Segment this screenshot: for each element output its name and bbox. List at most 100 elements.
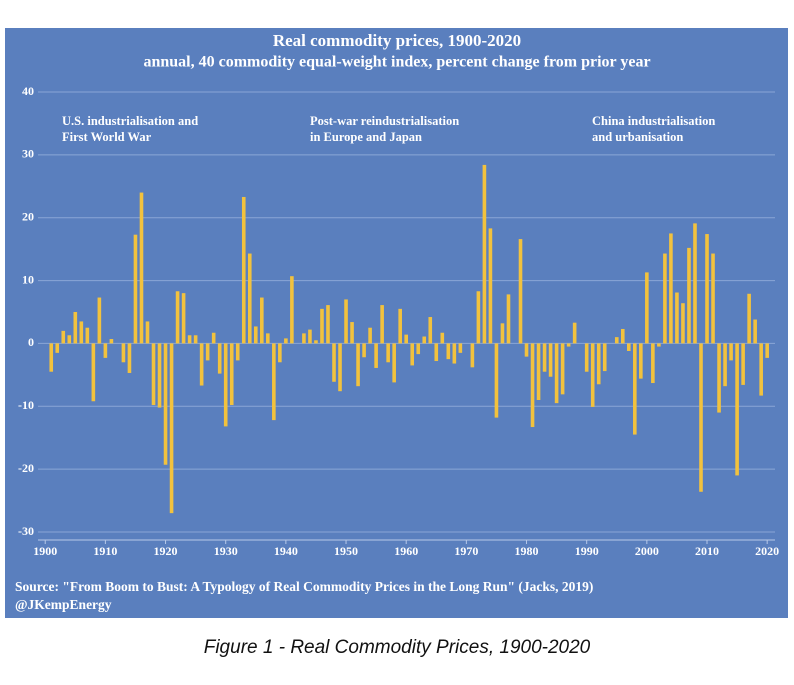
y-tick-label: 30: [22, 147, 34, 161]
y-tick-label: 0: [28, 335, 34, 349]
y-tick-label: 10: [22, 272, 34, 286]
bar: [350, 322, 354, 344]
bar: [302, 333, 306, 344]
bar: [524, 343, 529, 357]
bar: [344, 299, 348, 344]
bar: [735, 343, 739, 476]
bar: [422, 336, 427, 344]
bar: [470, 343, 475, 368]
bar: [308, 329, 312, 344]
bar: [699, 343, 703, 492]
bar: [657, 343, 661, 347]
bar: [536, 343, 541, 400]
bar: [67, 335, 72, 344]
bar: [596, 343, 601, 385]
bar: [55, 343, 60, 353]
annotation: China industrialisation: [592, 114, 715, 128]
bar: [266, 333, 270, 344]
bar: [241, 196, 246, 344]
bar: [356, 343, 360, 387]
bar: [404, 334, 408, 344]
bar: [374, 343, 378, 368]
bar: [548, 343, 553, 377]
bar: [494, 343, 499, 418]
bar: [687, 247, 691, 344]
bar: [338, 343, 342, 392]
bar: [506, 294, 511, 344]
bar: [639, 343, 643, 379]
bar: [61, 330, 66, 344]
bar: [440, 332, 445, 344]
bar: [223, 343, 228, 427]
bar: [362, 343, 366, 358]
x-tick-label: 1960: [394, 544, 418, 558]
bar: [518, 239, 523, 344]
annotation: First World War: [62, 130, 152, 144]
bar: [446, 343, 451, 360]
bar: [163, 343, 168, 465]
annotation: and urbanisation: [592, 130, 683, 144]
bar: [416, 343, 421, 355]
bar: [314, 340, 318, 344]
bar: [614, 337, 619, 344]
bar: [229, 343, 234, 406]
x-tick-label: 1910: [93, 544, 117, 558]
bar: [127, 343, 132, 373]
bar: [79, 321, 84, 344]
bar: [49, 343, 54, 372]
bar: [711, 253, 715, 344]
bar: [392, 343, 396, 383]
bar: [247, 253, 252, 344]
bar: [602, 343, 607, 372]
bar: [157, 343, 162, 408]
bar: [681, 303, 685, 344]
x-tick-label: 2000: [635, 544, 659, 558]
bar: [669, 233, 673, 344]
bar: [368, 327, 372, 344]
bar: [482, 164, 487, 344]
bar: [278, 343, 282, 363]
x-tick-label: 1980: [515, 544, 539, 558]
x-tick-label: 1940: [274, 544, 298, 558]
bar: [765, 343, 769, 358]
bar: [253, 326, 258, 344]
y-tick-label: -20: [18, 461, 34, 475]
bar: [235, 343, 240, 361]
bar: [398, 308, 402, 344]
chart-subtitle: annual, 40 commodity equal-weight index,…: [143, 54, 650, 71]
bar: [290, 276, 294, 344]
x-tick-label: 2020: [755, 544, 779, 558]
bar: [663, 253, 667, 344]
bar: [410, 343, 415, 366]
bar: [729, 343, 733, 361]
bar: [85, 327, 90, 344]
bar: [633, 343, 637, 435]
credit-text: @JKempEnergy: [15, 597, 112, 612]
bar: [434, 343, 439, 362]
bar: [572, 322, 577, 344]
bar: [169, 343, 174, 514]
bar: [181, 293, 186, 344]
x-tick-label: 1900: [33, 544, 57, 558]
annotation: Post-war reindustrialisation: [310, 114, 459, 128]
annotation: U.S. industrialisation and: [62, 114, 198, 128]
bar: [500, 323, 505, 344]
bar: [651, 343, 655, 384]
bar: [193, 335, 198, 344]
bar: [620, 328, 625, 344]
bar: [332, 343, 336, 382]
bar: [187, 335, 192, 344]
x-tick-label: 1920: [154, 544, 178, 558]
bar: [73, 312, 78, 344]
bar: [590, 343, 595, 407]
bar: [488, 228, 493, 344]
y-tick-label: 40: [22, 84, 34, 98]
bar: [284, 338, 288, 344]
bar: [723, 343, 727, 387]
bar: [566, 343, 571, 347]
bar: [139, 192, 144, 344]
bar: [458, 343, 463, 353]
bar: [211, 332, 216, 344]
x-tick-label: 1970: [454, 544, 478, 558]
